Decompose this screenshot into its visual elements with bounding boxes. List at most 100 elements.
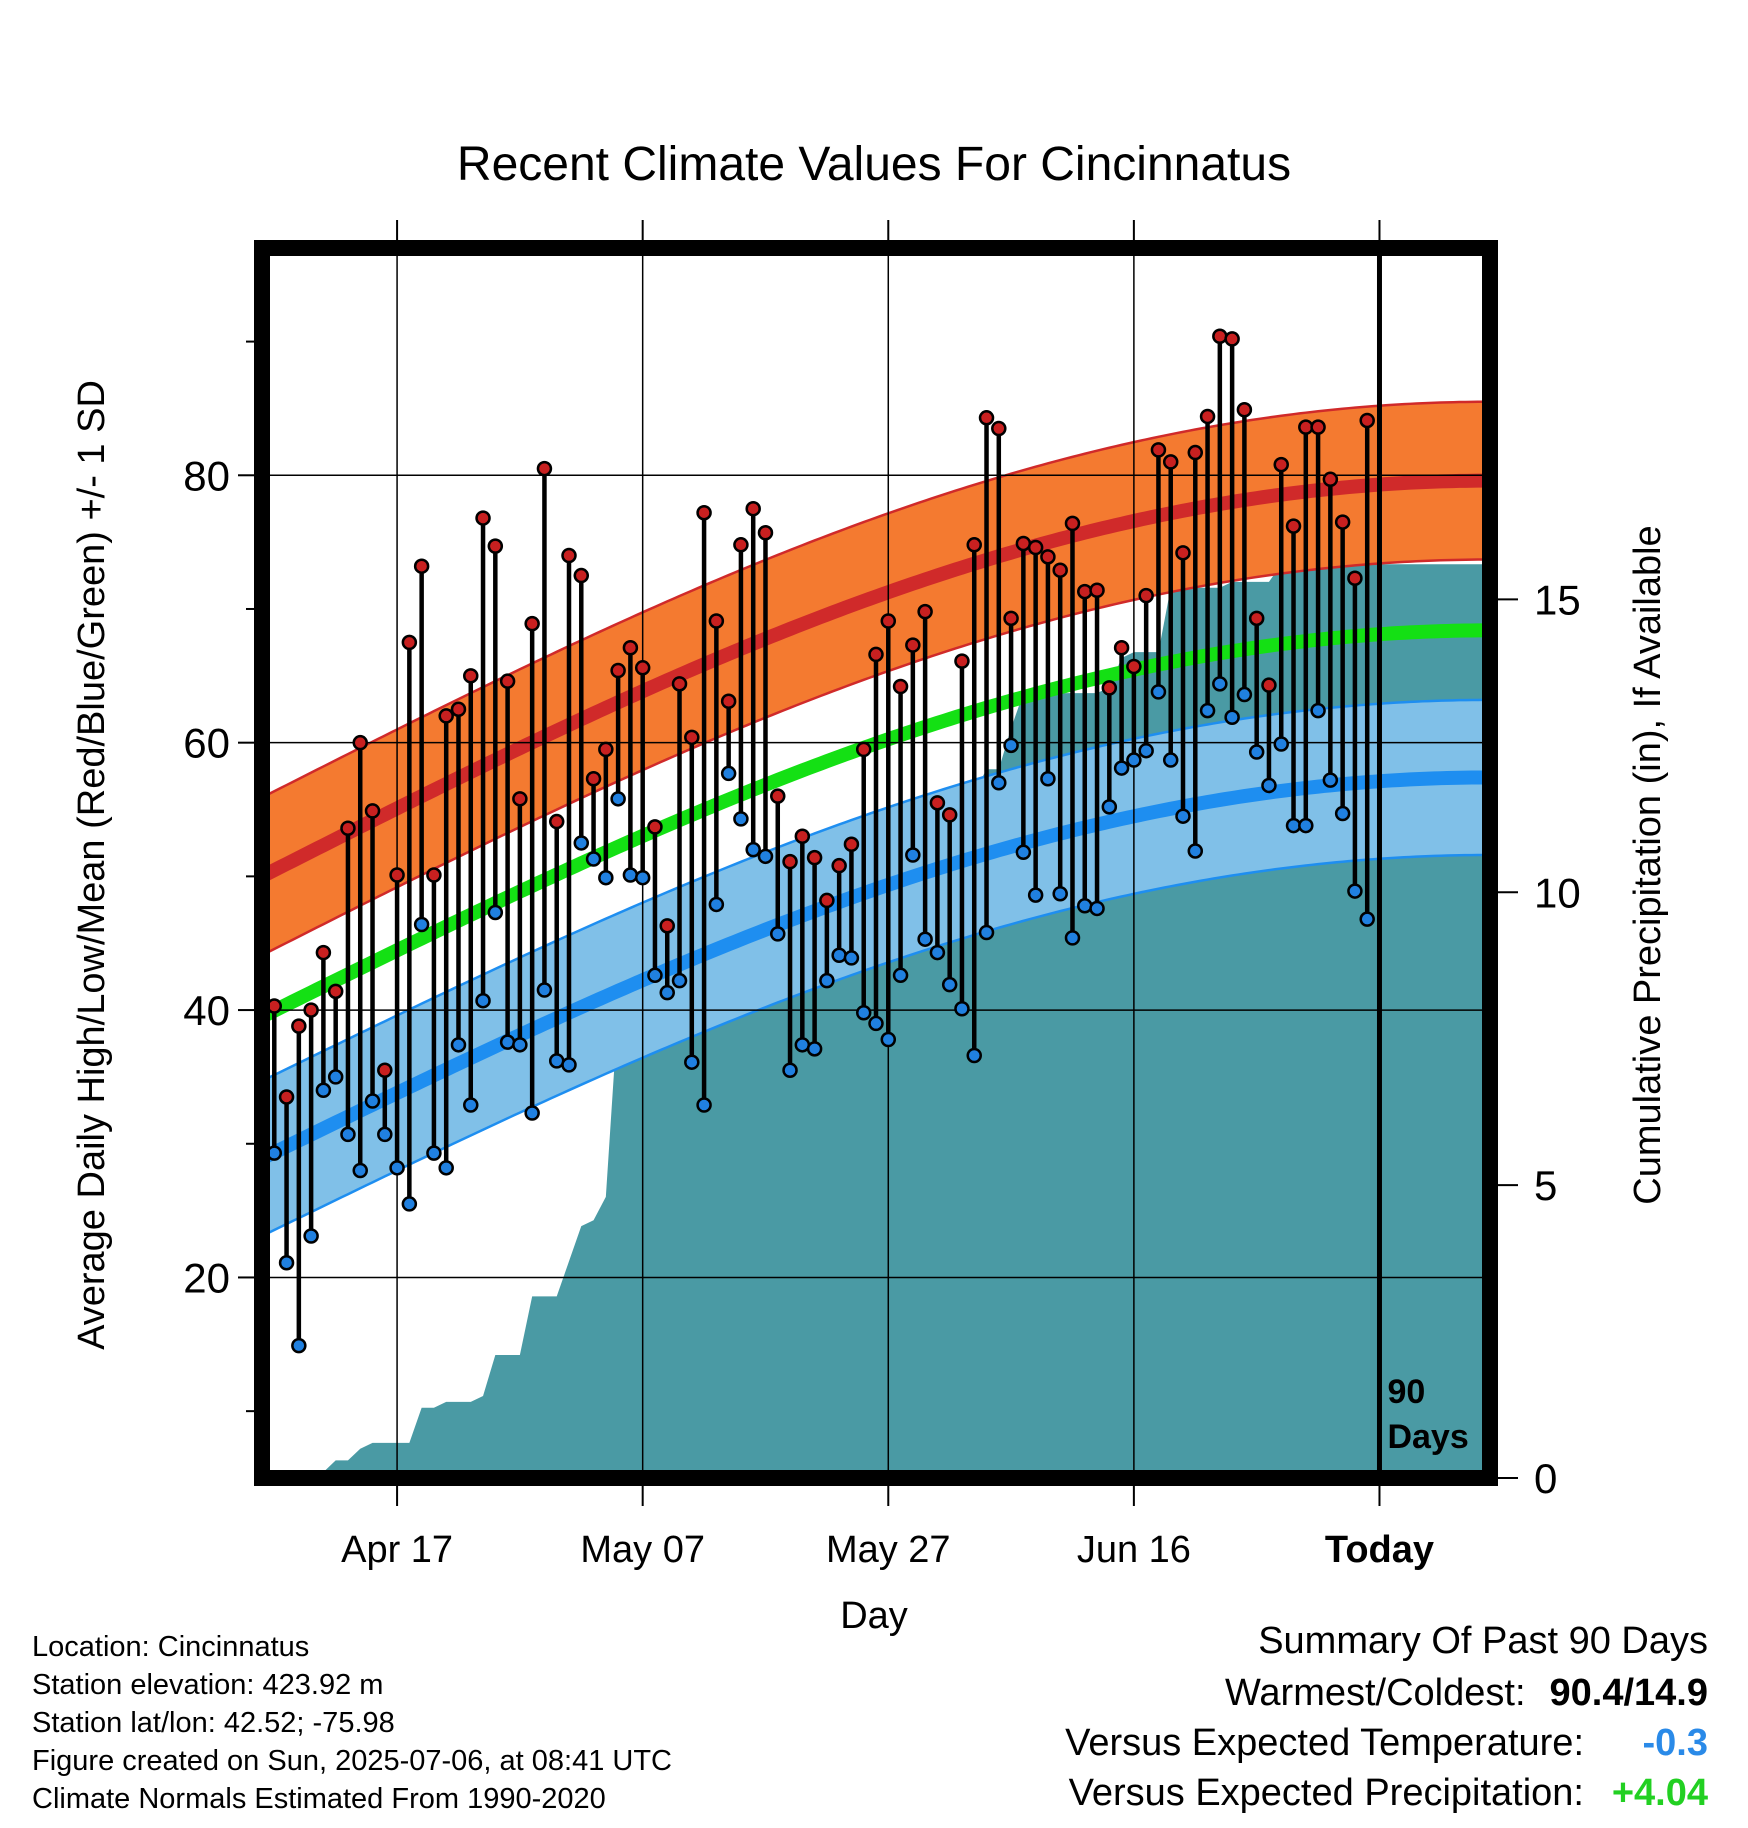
daily-high-point — [1199, 408, 1216, 425]
daily-high-point — [401, 634, 418, 651]
daily-high-point — [659, 918, 675, 934]
daily-high-point — [487, 538, 504, 554]
daily-low-point — [340, 1126, 356, 1143]
warmest-coldest-label: Warmest/Coldest: — [1224, 1672, 1526, 1714]
daily-low-point — [991, 775, 1007, 791]
daily-low-point — [438, 1160, 454, 1176]
daily-low-point — [1347, 883, 1363, 899]
daily-high-point — [806, 849, 823, 866]
daily-high-point — [1347, 570, 1363, 586]
daily-high-point — [745, 500, 761, 517]
daily-high-point — [634, 660, 651, 676]
daily-high-point — [733, 537, 749, 553]
daily-high-point — [1334, 514, 1351, 530]
y-tick-label: 40 — [183, 987, 230, 1034]
daily-low-point — [708, 896, 725, 913]
daily-high-point — [1162, 454, 1179, 470]
daily-high-point — [1224, 331, 1240, 347]
y2-tick-label: 5 — [1534, 1162, 1557, 1209]
daily-high-point — [1175, 545, 1191, 561]
daily-low-point — [868, 1015, 884, 1032]
x-tick-label: May 07 — [580, 1529, 705, 1571]
daily-low-point — [770, 926, 786, 942]
high-band — [262, 401, 1490, 956]
daily-low-point — [1310, 702, 1326, 719]
daily-low-point — [929, 944, 946, 961]
daily-low-point — [1236, 686, 1253, 703]
daily-low-point — [1298, 817, 1314, 834]
y2-axis-label: Cumulative Precipitation (in), If Availa… — [1627, 525, 1669, 1204]
daily-high-point — [966, 537, 982, 553]
daily-high-point — [561, 547, 577, 564]
daily-high-point — [340, 820, 356, 836]
daily-high-point — [757, 525, 774, 541]
daily-low-point — [843, 950, 860, 966]
daily-low-point — [450, 1037, 467, 1053]
today-days-count: 90 — [1387, 1373, 1425, 1411]
daily-low-point — [954, 1000, 970, 1017]
x-tick-label: Jun 16 — [1077, 1529, 1191, 1571]
summary-temperature: Versus Expected Temperature: -0.3 — [1065, 1722, 1708, 1765]
info-elevation: Station elevation: 423.92 m — [32, 1669, 384, 1701]
x-tick-label: Apr 17 — [341, 1529, 453, 1571]
daily-low-point — [1126, 752, 1142, 768]
daily-high-point — [1003, 610, 1019, 627]
daily-high-point — [1212, 328, 1228, 344]
daily-low-point — [855, 1004, 872, 1021]
daily-low-point — [757, 848, 774, 865]
y-tick-label: 60 — [183, 720, 230, 767]
daily-high-point — [880, 613, 897, 629]
daily-high-point — [1150, 442, 1167, 458]
daily-high-point — [463, 668, 479, 684]
daily-low-point — [978, 924, 995, 941]
daily-high-point — [1310, 419, 1326, 435]
daily-low-point — [1359, 911, 1375, 927]
y2-tick-label: 0 — [1534, 1455, 1557, 1502]
daily-high-point — [1027, 539, 1044, 556]
daily-low-point — [1248, 744, 1265, 760]
daily-low-point — [327, 1069, 344, 1085]
daily-high-point — [610, 662, 626, 679]
daily-high-point — [1089, 582, 1105, 599]
daily-high-point — [450, 701, 467, 717]
x-tick-label: May 27 — [826, 1529, 951, 1571]
daily-high-point — [426, 867, 442, 883]
daily-high-point — [499, 673, 516, 689]
daily-high-point — [1261, 677, 1277, 693]
daily-low-point — [1162, 752, 1179, 768]
summary-precipitation: Versus Expected Precipitation: +4.04 — [1069, 1772, 1708, 1815]
daily-low-point — [1089, 900, 1105, 917]
daily-low-point — [303, 1228, 319, 1244]
daily-low-point — [585, 851, 602, 867]
daily-low-point — [622, 867, 639, 883]
daily-high-point — [585, 771, 602, 787]
daily-high-point — [291, 1018, 307, 1034]
daily-high-point — [327, 983, 344, 1000]
daily-high-point — [278, 1089, 295, 1105]
daily-low-point — [463, 1097, 479, 1113]
daily-high-point — [1077, 583, 1093, 600]
daily-low-point — [1064, 930, 1081, 946]
daily-high-point — [1236, 402, 1253, 418]
daily-high-point — [1052, 562, 1068, 578]
daily-high-point — [364, 803, 381, 819]
daily-low-point — [733, 811, 749, 827]
daily-high-point — [671, 676, 688, 692]
daily-low-point — [401, 1196, 418, 1212]
daily-low-point — [966, 1047, 982, 1064]
daily-low-point — [1199, 702, 1216, 719]
daily-low-point — [634, 869, 651, 886]
daily-low-point — [573, 835, 590, 851]
daily-low-point — [671, 972, 688, 989]
daily-low-point — [1052, 886, 1068, 902]
daily-low-point — [1113, 760, 1130, 776]
daily-low-point — [499, 1034, 516, 1050]
daily-high-point — [929, 795, 946, 811]
daily-low-point — [1101, 799, 1118, 815]
summary-warmest-coldest: Warmest/Coldest: 90.4/14.9 — [1225, 1672, 1708, 1715]
temp-value: -0.3 — [1642, 1722, 1708, 1764]
daily-low-point — [1040, 771, 1056, 787]
daily-low-point — [278, 1255, 295, 1271]
daily-high-point — [622, 640, 639, 656]
